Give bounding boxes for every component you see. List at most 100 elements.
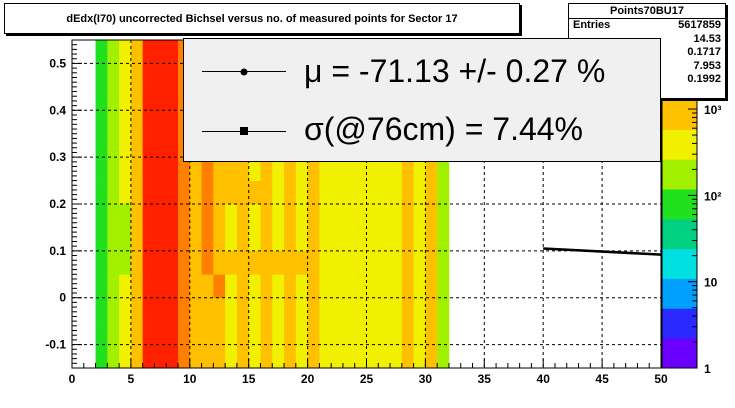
heatmap-cell — [284, 157, 297, 181]
heatmap-cell — [319, 321, 332, 345]
heatmap-cell — [295, 274, 308, 299]
heatmap-cell — [342, 204, 356, 228]
heatmap-cell — [107, 180, 120, 205]
heatmap-cell — [390, 297, 403, 322]
heatmap-cell — [437, 297, 450, 322]
heatmap-cell — [189, 180, 202, 205]
heatmap-cell — [319, 344, 332, 369]
heatmap-cell — [413, 157, 426, 181]
heatmap-cell — [225, 250, 238, 275]
x-tick-label: 15 — [242, 372, 256, 386]
heatmap-cell — [366, 344, 379, 369]
x-tick-label: 30 — [419, 372, 433, 386]
heatmap-cell — [260, 297, 273, 322]
heatmap-cell — [295, 344, 308, 369]
heatmap-cell — [225, 321, 238, 345]
heatmap-cell — [401, 297, 414, 322]
x-tick-label: 5 — [128, 372, 135, 386]
heatmap-cell — [401, 227, 414, 252]
heatmap-cell — [142, 250, 155, 275]
stats-row: 7.953 — [569, 60, 725, 74]
heatmap-cell — [342, 157, 356, 181]
heatmap-cell — [260, 250, 273, 275]
heatmap-cell — [331, 227, 344, 252]
heatmap-cell — [331, 157, 344, 181]
heatmap-cell — [213, 157, 226, 181]
heatmap-cell — [307, 274, 320, 299]
heatmap-cell — [107, 274, 120, 299]
heatmap-cell — [178, 297, 191, 322]
heatmap-cell — [119, 180, 132, 205]
heatmap-cell — [154, 250, 167, 275]
heatmap-cell — [142, 297, 155, 322]
heatmap-cell — [236, 157, 249, 181]
heatmap-cell — [319, 157, 332, 181]
heatmap-cell — [213, 321, 226, 345]
heatmap-cell — [342, 227, 356, 252]
heatmap-cell — [425, 274, 438, 299]
heatmap-cell — [248, 344, 261, 369]
heatmap-cell — [437, 344, 450, 369]
heatmap-cell — [272, 227, 285, 252]
heatmap-cell — [413, 250, 426, 275]
heatmap-cell — [225, 204, 238, 228]
heatmap-cell — [201, 180, 214, 205]
heatmap-cell — [107, 157, 120, 181]
heatmap-cell — [95, 227, 108, 252]
heatmap-cell — [154, 321, 167, 345]
heatmap-cell — [119, 250, 132, 275]
heatmap-cell — [307, 157, 320, 181]
heatmap-cell — [95, 110, 108, 135]
heatmap-cell — [331, 180, 344, 205]
heatmap-cell — [189, 227, 202, 252]
heatmap-cell — [354, 204, 367, 228]
heatmap-cell — [272, 344, 285, 369]
heatmap-cell — [201, 204, 214, 228]
heatmap-cell — [248, 204, 261, 228]
heatmap-cell — [342, 274, 356, 299]
heatmap-cell — [378, 227, 391, 252]
heatmap-cell — [225, 297, 238, 322]
heatmap-cell — [166, 63, 179, 88]
heatmap-cell — [354, 157, 367, 181]
heatmap-cell — [413, 297, 426, 322]
heatmap-cell — [189, 274, 202, 299]
y-tick-label: -0.1 — [45, 338, 66, 352]
heatmap-cell — [331, 321, 344, 345]
heatmap-cell — [284, 344, 297, 369]
heatmap-cell — [142, 321, 155, 345]
y-tick-label: 0.3 — [49, 150, 66, 164]
heatmap-cell — [390, 274, 403, 299]
heatmap-cell — [307, 204, 320, 228]
heatmap-cell — [142, 157, 155, 181]
heatmap-cell — [107, 40, 120, 64]
heatmap-cell — [201, 274, 214, 299]
heatmap-cell — [166, 40, 179, 64]
heatmap-cell — [425, 227, 438, 252]
legend-mu-text: μ = -71.13 +/- 0.27 % — [304, 53, 606, 89]
heatmap-cell — [95, 63, 108, 88]
heatmap-cell — [107, 63, 120, 88]
heatmap-cell — [366, 157, 379, 181]
heatmap-cell — [236, 180, 249, 205]
heatmap-cell — [295, 180, 308, 205]
heatmap-cell — [119, 157, 132, 181]
heatmap-cell — [107, 86, 120, 111]
color-scale-label: 10³ — [704, 103, 721, 117]
heatmap-cell — [437, 227, 450, 252]
heatmap-cell — [107, 344, 120, 369]
heatmap-cell — [130, 204, 143, 228]
legend-entry-mu: μ = -71.13 +/- 0.27 % — [184, 51, 660, 91]
heatmap-cell — [166, 321, 179, 345]
heatmap-cell — [107, 250, 120, 275]
y-tick-label: 0 — [59, 291, 66, 305]
heatmap-cell — [319, 250, 332, 275]
heatmap-cell — [236, 274, 249, 299]
heatmap-cell — [166, 204, 179, 228]
heatmap-cell — [378, 180, 391, 205]
heatmap-cell — [342, 250, 356, 275]
x-tick-label: 25 — [360, 372, 374, 386]
heatmap-cell — [342, 344, 356, 369]
heatmap-cell — [107, 110, 120, 135]
heatmap-cell — [390, 250, 403, 275]
